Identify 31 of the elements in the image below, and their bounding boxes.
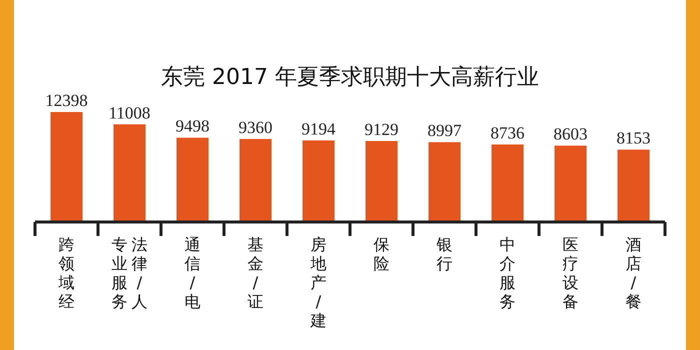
x-tick-label: 中介服务 (500, 235, 516, 311)
x-tick-label: 跨领域经 (58, 235, 74, 311)
data-label: 9360 (238, 118, 272, 137)
bar (50, 112, 82, 222)
data-label: 8736 (490, 123, 524, 142)
data-label: 9194 (302, 119, 336, 138)
x-tick-label: 医疗设备 (562, 235, 578, 311)
data-label: 8603 (554, 124, 588, 144)
bar (176, 138, 208, 222)
x-tick-label: 酒店/餐 (626, 235, 642, 311)
data-label: 11008 (108, 103, 150, 122)
bar (114, 124, 146, 222)
chart-title: 东莞 2017 年夏季求职期十大高薪行业 (161, 65, 539, 90)
category-label: 法律/人专业服务 (112, 235, 148, 311)
bar (240, 138, 272, 222)
data-label: 8997 (428, 121, 462, 140)
bar (554, 146, 586, 222)
x-tick-label: 银行 (436, 235, 452, 273)
x-tick-label: 保险 (374, 235, 390, 273)
bar (618, 150, 650, 222)
bar (492, 144, 524, 222)
data-label: 9498 (176, 116, 210, 136)
bar (302, 140, 334, 222)
data-label: 12398 (45, 91, 88, 110)
bar (428, 142, 460, 222)
data-label: 9129 (364, 120, 398, 140)
x-tick-label: 房地产/建 (310, 235, 326, 330)
data-label: 8153 (616, 128, 650, 148)
bar (366, 141, 398, 222)
x-tick-label: 通信/电 (184, 235, 200, 311)
x-tick-label: 基金/证 (248, 235, 264, 311)
